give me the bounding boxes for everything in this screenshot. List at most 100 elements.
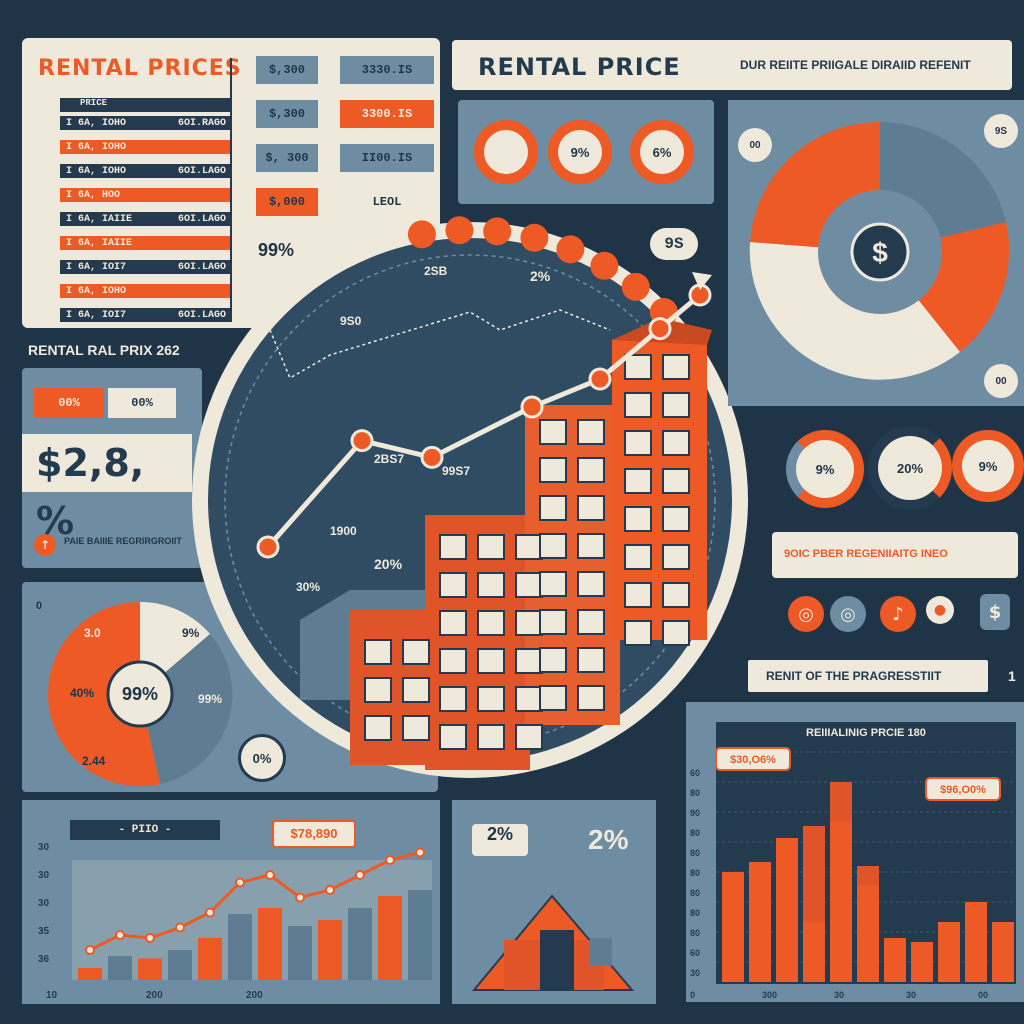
price-tag-right: II00.IS <box>340 144 434 172</box>
window <box>624 392 652 418</box>
bar <box>288 926 312 980</box>
window <box>439 724 467 750</box>
price-tag-right: 3330.IS <box>340 56 434 84</box>
scallop <box>674 326 703 355</box>
window <box>624 620 652 646</box>
house-door <box>540 930 574 990</box>
trend-path <box>266 293 702 549</box>
row-right: 6OI.LAGO <box>177 309 226 321</box>
pie-corner-tr: 9S <box>984 114 1018 148</box>
center-label: 2% <box>530 268 551 284</box>
bottom-right-chart-panel: REIIIALINIG PRCIE 180 60 80 90 80 80 80 80 80 80 6… <box>686 702 1024 1002</box>
y-tick: 80 <box>690 928 700 938</box>
trend-point <box>295 892 305 903</box>
table-row: I 6A, HOO <box>60 188 232 202</box>
bottom-right-chart: REIIIALINIG PRCIE 180 60 80 90 80 80 80 80 80 80 6… <box>690 722 1016 1000</box>
row-left: I 6A, IOHO <box>66 117 127 129</box>
price-tag-left: $,300 <box>256 100 318 128</box>
coin-icon[interactable]: ◎ <box>830 596 866 632</box>
window <box>539 571 567 597</box>
bottom-left-chart: 30 30 30 35 36 10 200 200 <box>38 842 432 1001</box>
bar <box>965 902 987 982</box>
row-left: I 6A, IOHO <box>66 285 127 297</box>
row-left: I 6A, IAIIE <box>66 237 133 249</box>
right-pie: $ <box>749 121 1010 380</box>
center-badge: 9S <box>650 228 698 260</box>
coin-icon[interactable]: ◎ <box>788 596 824 632</box>
window <box>662 468 690 494</box>
house-illustration <box>471 894 635 991</box>
trend-point <box>175 922 185 933</box>
window <box>539 609 567 635</box>
window <box>539 495 567 521</box>
table-row: I 6A, IOI7 6OI.LAGO <box>60 260 232 274</box>
house-panel: 2% 2% <box>452 800 656 1004</box>
trend-point <box>205 907 215 918</box>
x-tick: 200 <box>246 990 263 1001</box>
arrow-up-icon: ↑ <box>34 534 56 556</box>
window <box>624 582 652 608</box>
scallop <box>483 217 512 246</box>
scallop <box>445 216 474 245</box>
window <box>662 582 690 608</box>
row-right: 6OI.LAGO <box>177 165 226 177</box>
y-tick: 90 <box>690 808 700 818</box>
window <box>577 457 605 483</box>
window <box>539 457 567 483</box>
progress-label: RENIT OF THE PRAGRESSTIIT <box>766 669 942 683</box>
trend-point <box>265 870 275 880</box>
center-label: 99S7 <box>442 464 471 478</box>
row-left: I 6A, IAIIE <box>66 213 133 225</box>
right-pie-panel: $ 00 9S 00 <box>728 100 1024 406</box>
x-tick: 0 <box>690 990 695 1000</box>
dollar-icon: $ <box>872 237 888 268</box>
building-3 <box>525 405 620 725</box>
trend-point <box>520 395 544 419</box>
left-pie-label: 2.44 <box>82 754 106 768</box>
y-tick: 60 <box>690 948 700 958</box>
trend-point <box>355 870 365 880</box>
gauge-ring: 9% <box>548 120 612 184</box>
y-tick: 30 <box>38 870 50 881</box>
bar <box>138 958 162 980</box>
trend-point <box>415 847 425 858</box>
pie-slice <box>749 242 960 380</box>
gauge-ring <box>474 120 538 184</box>
chart-title: REIIIALINIG PRCIE 180 <box>806 727 926 739</box>
trend-point <box>648 317 672 341</box>
bar <box>938 922 960 982</box>
bulb-icon[interactable]: ● <box>926 596 954 624</box>
bar <box>992 922 1014 982</box>
pie-corner-tl: 00 <box>738 128 772 162</box>
trend-point <box>115 930 125 940</box>
window <box>515 686 543 712</box>
center-label: 2BS7 <box>374 452 405 466</box>
left-pie-label: 3.0 <box>84 626 101 640</box>
x-tick: 00 <box>978 990 988 1000</box>
scallop <box>590 251 619 280</box>
price-tag-right: LEOL <box>372 195 402 209</box>
left-pie-badge: 0% <box>238 734 286 782</box>
music-note-icon[interactable]: ♪ <box>880 596 916 632</box>
trend-point <box>350 429 374 453</box>
trend-point <box>688 283 712 307</box>
y-tick: 80 <box>690 908 700 918</box>
arrow-up-icon <box>692 272 712 290</box>
y-tick: 30 <box>38 898 50 909</box>
window <box>662 544 690 570</box>
dollar-ring <box>850 222 910 282</box>
pie-center <box>106 660 174 728</box>
scallop <box>649 298 678 327</box>
window <box>515 648 543 674</box>
callout-box <box>715 747 791 771</box>
window <box>662 506 690 532</box>
bar <box>803 922 825 982</box>
dollar-icon[interactable]: $ <box>980 594 1010 630</box>
price-tag-right: 3300.IS <box>340 100 434 128</box>
table-row: I 6A, IAIIE <box>60 236 232 250</box>
table-row: I 6A, IOHO 6OI.RAGO <box>60 116 232 130</box>
window <box>439 534 467 560</box>
window <box>477 686 505 712</box>
window <box>577 685 605 711</box>
y-tick: 80 <box>690 888 700 898</box>
